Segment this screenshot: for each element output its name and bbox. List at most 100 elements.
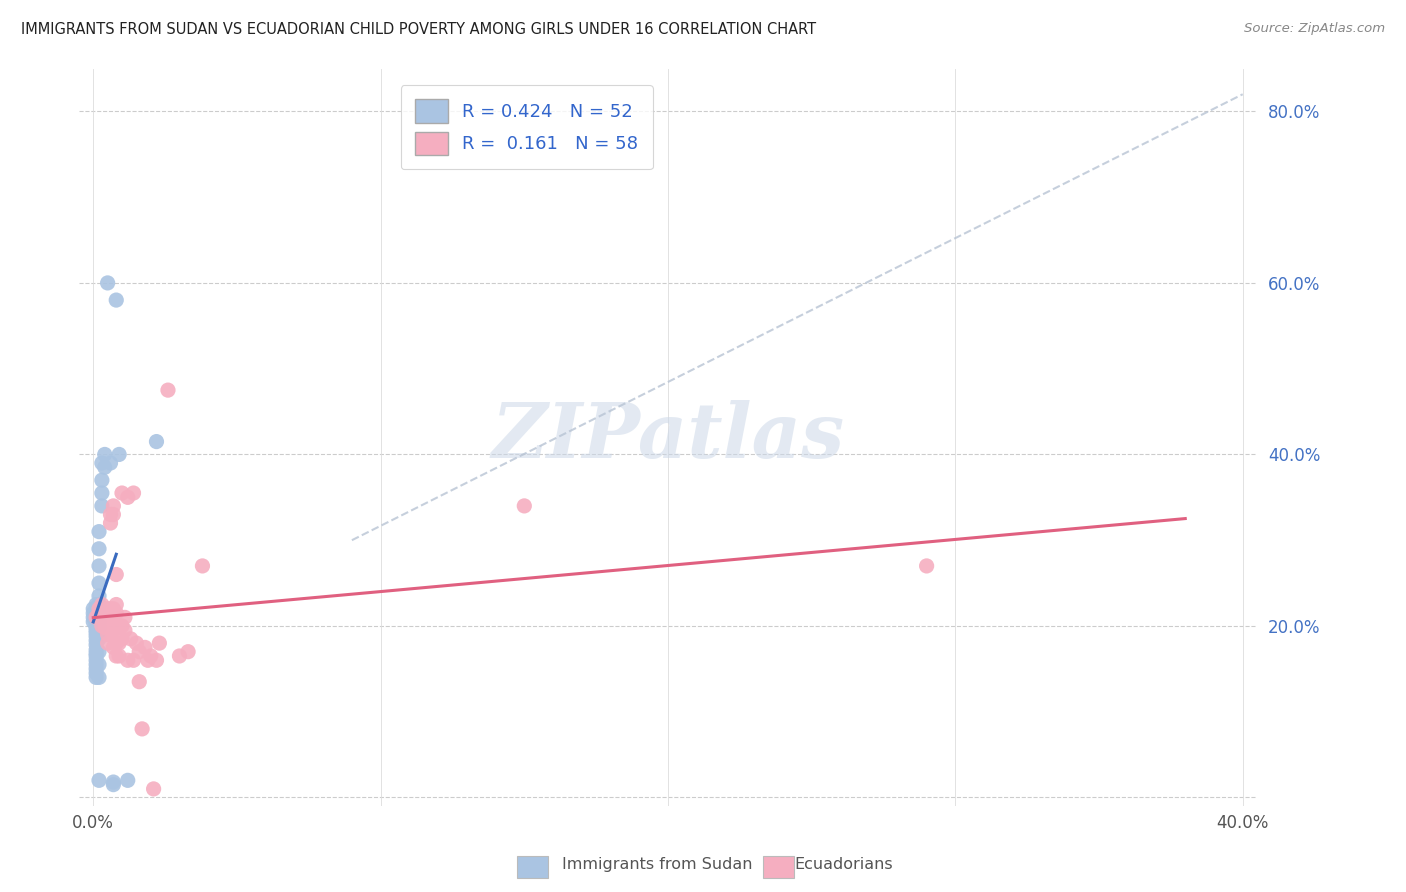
Point — [114, 610, 136, 624]
Point — [100, 602, 122, 616]
Point — [100, 624, 122, 638]
Point — [117, 491, 139, 505]
Point — [120, 632, 142, 646]
Point — [100, 456, 122, 470]
Point — [125, 636, 148, 650]
Point — [145, 434, 167, 449]
Point — [87, 670, 110, 684]
Point — [84, 610, 107, 624]
Point — [94, 447, 117, 461]
Point — [100, 610, 122, 624]
Point — [108, 619, 131, 633]
Point — [105, 606, 128, 620]
Point — [84, 621, 107, 635]
Point — [84, 666, 107, 681]
Point — [513, 499, 536, 513]
Point — [90, 610, 112, 624]
Point — [105, 598, 128, 612]
Point — [122, 486, 145, 500]
Point — [84, 662, 107, 676]
Point — [915, 558, 938, 573]
Point — [87, 598, 110, 612]
Point — [90, 486, 112, 500]
Point — [103, 640, 125, 655]
Point — [87, 558, 110, 573]
Legend: R = 0.424   N = 52, R =  0.161   N = 58: R = 0.424 N = 52, R = 0.161 N = 58 — [401, 85, 652, 169]
Point — [90, 619, 112, 633]
Point — [100, 516, 122, 530]
Point — [108, 636, 131, 650]
Point — [114, 624, 136, 638]
Point — [103, 499, 125, 513]
Text: ZIPatlas: ZIPatlas — [492, 401, 845, 475]
Point — [82, 602, 104, 616]
Point — [87, 576, 110, 591]
Point — [122, 653, 145, 667]
Point — [131, 722, 153, 736]
Point — [108, 447, 131, 461]
Point — [145, 653, 167, 667]
Point — [84, 606, 107, 620]
Point — [87, 606, 110, 620]
Point — [84, 629, 107, 643]
Point — [94, 621, 117, 635]
Point — [103, 775, 125, 789]
Point — [111, 632, 134, 646]
Point — [128, 674, 150, 689]
Text: Immigrants from Sudan: Immigrants from Sudan — [562, 857, 752, 872]
Point — [148, 636, 170, 650]
Point — [103, 778, 125, 792]
Point — [84, 670, 107, 684]
Point — [117, 653, 139, 667]
Point — [97, 276, 120, 290]
Point — [84, 608, 107, 623]
Point — [111, 619, 134, 633]
Point — [82, 610, 104, 624]
Point — [142, 781, 165, 796]
Point — [84, 653, 107, 667]
Point — [136, 653, 159, 667]
Point — [100, 508, 122, 522]
Point — [191, 558, 214, 573]
Point — [90, 598, 112, 612]
Point — [94, 460, 117, 475]
Point — [84, 603, 107, 617]
Text: Source: ZipAtlas.com: Source: ZipAtlas.com — [1244, 22, 1385, 36]
Point — [111, 486, 134, 500]
Point — [103, 508, 125, 522]
Point — [84, 643, 107, 657]
Point — [103, 624, 125, 638]
Point — [105, 648, 128, 663]
Point — [82, 606, 104, 620]
Point — [97, 619, 120, 633]
Point — [108, 648, 131, 663]
Point — [84, 617, 107, 632]
Point — [84, 638, 107, 652]
Point — [103, 602, 125, 616]
Point — [97, 610, 120, 624]
Point — [97, 602, 120, 616]
Text: Ecuadorians: Ecuadorians — [794, 857, 893, 872]
Point — [84, 647, 107, 661]
Point — [105, 567, 128, 582]
Point — [84, 598, 107, 612]
Point — [97, 636, 120, 650]
Point — [87, 589, 110, 603]
Point — [94, 606, 117, 620]
Point — [134, 640, 156, 655]
Point — [84, 648, 107, 663]
Point — [87, 773, 110, 788]
Point — [87, 632, 110, 646]
Point — [156, 383, 179, 397]
Text: IMMIGRANTS FROM SUDAN VS ECUADORIAN CHILD POVERTY AMONG GIRLS UNDER 16 CORRELATI: IMMIGRANTS FROM SUDAN VS ECUADORIAN CHIL… — [21, 22, 817, 37]
Point — [90, 499, 112, 513]
Point — [94, 615, 117, 629]
Point — [177, 645, 200, 659]
Point — [90, 456, 112, 470]
Point — [87, 524, 110, 539]
Point — [87, 602, 110, 616]
Point — [139, 648, 162, 663]
Point — [90, 473, 112, 487]
Point — [169, 648, 191, 663]
Point — [84, 625, 107, 640]
